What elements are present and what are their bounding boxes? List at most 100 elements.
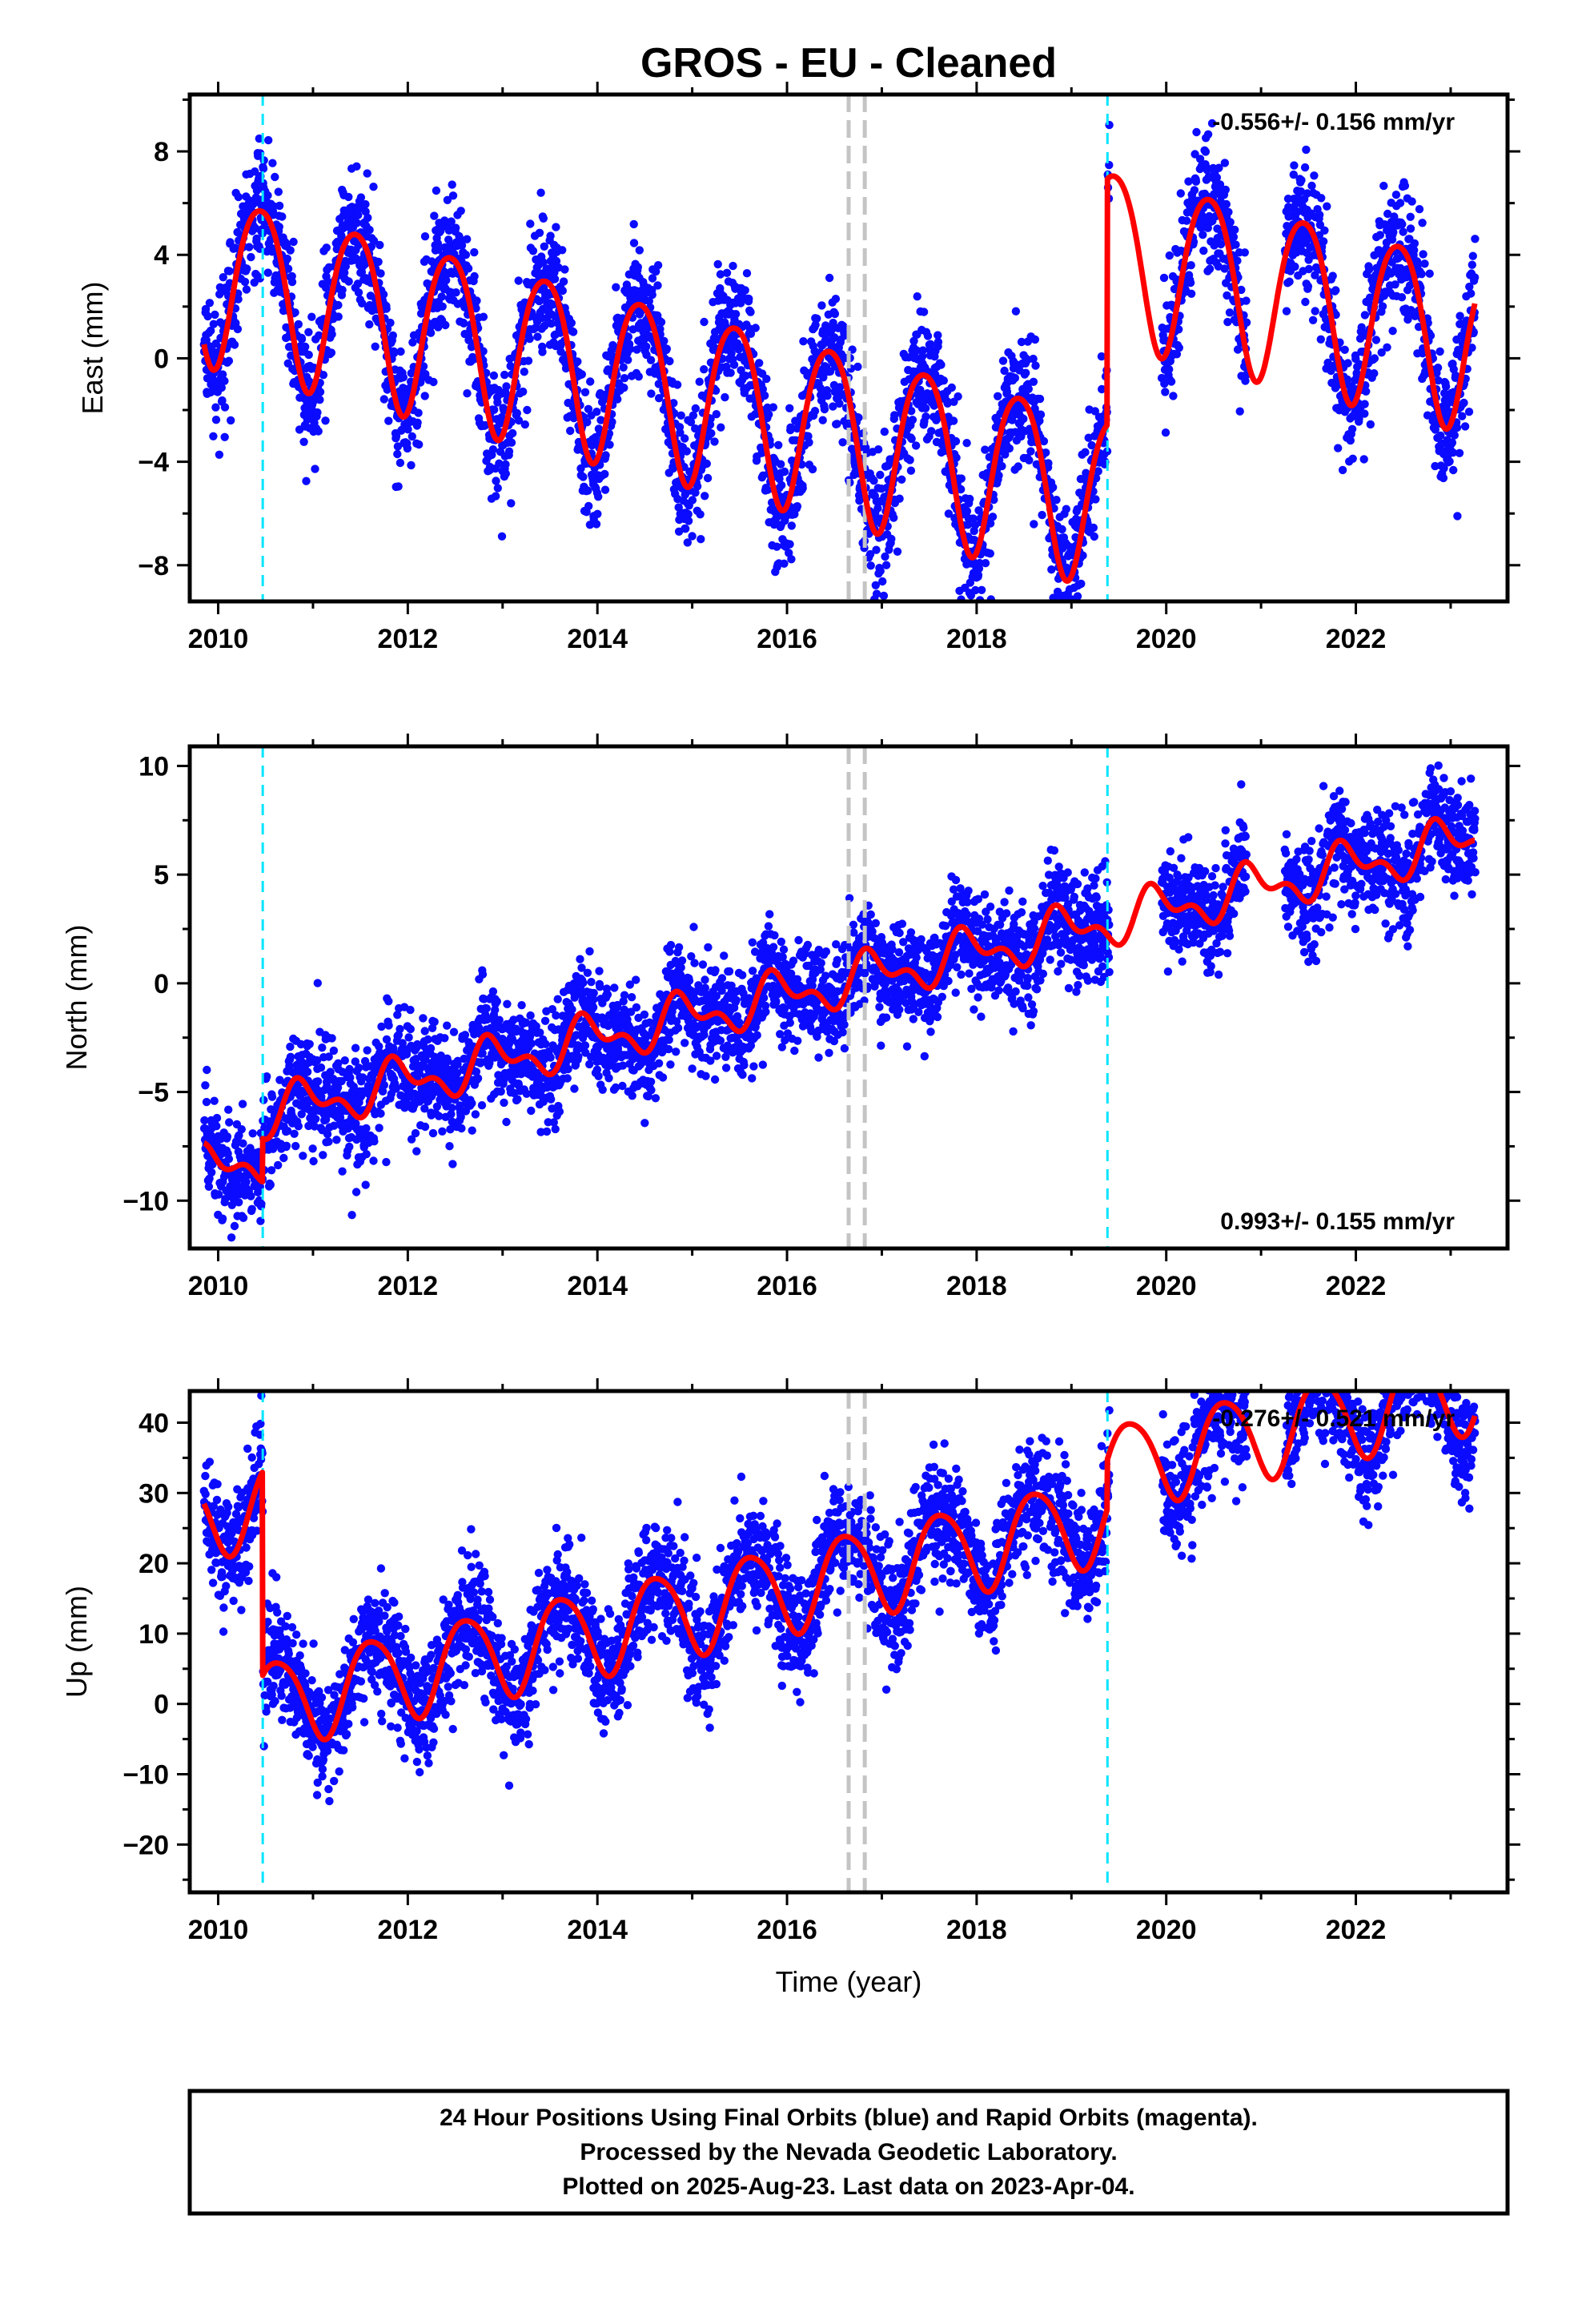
- data-point: [1383, 343, 1391, 352]
- data-point: [526, 219, 535, 228]
- data-point: [1022, 368, 1030, 377]
- data-point: [1166, 377, 1176, 386]
- data-point: [399, 373, 408, 382]
- data-point: [413, 418, 422, 427]
- data-point: [255, 134, 263, 143]
- data-point: [625, 344, 635, 353]
- data-point: [415, 440, 424, 449]
- data-point: [1417, 270, 1426, 279]
- data-point: [1199, 246, 1208, 255]
- data-point: [1323, 202, 1331, 211]
- data-point: [1036, 410, 1046, 419]
- data-point: [1090, 532, 1099, 541]
- data-point: [1319, 237, 1328, 246]
- data-point: [1439, 473, 1448, 483]
- data-point: [420, 1122, 430, 1132]
- data-point: [876, 470, 885, 480]
- data-point: [937, 360, 946, 369]
- data-point: [323, 277, 332, 286]
- data-point: [363, 213, 372, 223]
- data-point: [448, 191, 458, 200]
- data-point: [934, 337, 943, 347]
- data-point: [1418, 219, 1427, 227]
- data-point: [321, 416, 330, 425]
- data-point: [568, 328, 578, 336]
- data-point: [742, 269, 752, 278]
- data-point: [887, 534, 896, 544]
- x-tick-label: 2010: [188, 624, 249, 654]
- data-point: [624, 332, 632, 341]
- data-point: [635, 246, 644, 255]
- data-point: [290, 1129, 299, 1139]
- data-point: [286, 246, 295, 255]
- data-point: [584, 486, 592, 495]
- data-point: [612, 283, 620, 292]
- data-point: [947, 383, 957, 392]
- data-point: [318, 1043, 327, 1052]
- data-point: [818, 416, 827, 424]
- data-point: [430, 211, 439, 220]
- data-point: [319, 1151, 327, 1160]
- data-point: [500, 370, 509, 380]
- data-point: [344, 192, 353, 202]
- data-point: [504, 447, 514, 456]
- data-point: [279, 1153, 288, 1163]
- data-point: [613, 395, 622, 404]
- data-point: [493, 398, 502, 407]
- data-point: [396, 347, 405, 356]
- data-point: [369, 236, 379, 245]
- data-point: [294, 1122, 303, 1131]
- data-point: [700, 365, 709, 374]
- data-point: [691, 404, 700, 413]
- data-point: [1391, 191, 1401, 199]
- data-point: [408, 338, 417, 347]
- data-point: [669, 399, 678, 408]
- data-point: [1310, 171, 1319, 180]
- chart-title: GROS - EU - Cleaned: [640, 40, 1057, 86]
- data-point: [438, 1127, 447, 1136]
- data-point: [538, 348, 547, 356]
- data-point: [552, 256, 561, 266]
- data-point: [369, 183, 378, 191]
- data-point: [1460, 422, 1470, 431]
- data-point: [952, 453, 961, 462]
- data-point: [881, 561, 891, 569]
- data-point: [266, 1180, 275, 1189]
- data-point: [1073, 592, 1082, 601]
- data-point: [717, 423, 725, 432]
- east-observations: [199, 119, 1480, 620]
- data-point: [1450, 431, 1460, 440]
- data-point: [1460, 398, 1468, 408]
- data-point: [274, 187, 283, 196]
- data-point: [584, 404, 593, 413]
- data-point: [1077, 579, 1086, 589]
- data-point: [361, 1180, 370, 1189]
- data-point: [838, 438, 847, 447]
- data-point: [394, 482, 403, 491]
- data-point: [319, 371, 328, 380]
- data-point: [209, 320, 218, 328]
- data-point: [492, 492, 500, 501]
- data-point: [648, 290, 656, 300]
- data-point: [443, 1021, 452, 1030]
- data-point: [905, 456, 914, 464]
- data-point: [203, 1065, 211, 1075]
- data-point: [684, 517, 693, 525]
- data-point: [994, 392, 1002, 400]
- data-point: [1024, 384, 1034, 393]
- data-point: [1371, 336, 1381, 344]
- data-point: [271, 172, 279, 182]
- data-point: [895, 494, 904, 503]
- data-point: [448, 1104, 456, 1112]
- data-point: [624, 356, 632, 364]
- data-point: [1470, 273, 1480, 282]
- data-point: [746, 308, 755, 316]
- data-point: [512, 408, 521, 418]
- data-point: [629, 219, 638, 229]
- data-point: [520, 420, 529, 429]
- data-point: [501, 469, 510, 478]
- y-tick-label: −4: [138, 448, 169, 478]
- data-point: [384, 997, 393, 1006]
- data-point: [524, 356, 533, 365]
- data-point: [1062, 612, 1070, 620]
